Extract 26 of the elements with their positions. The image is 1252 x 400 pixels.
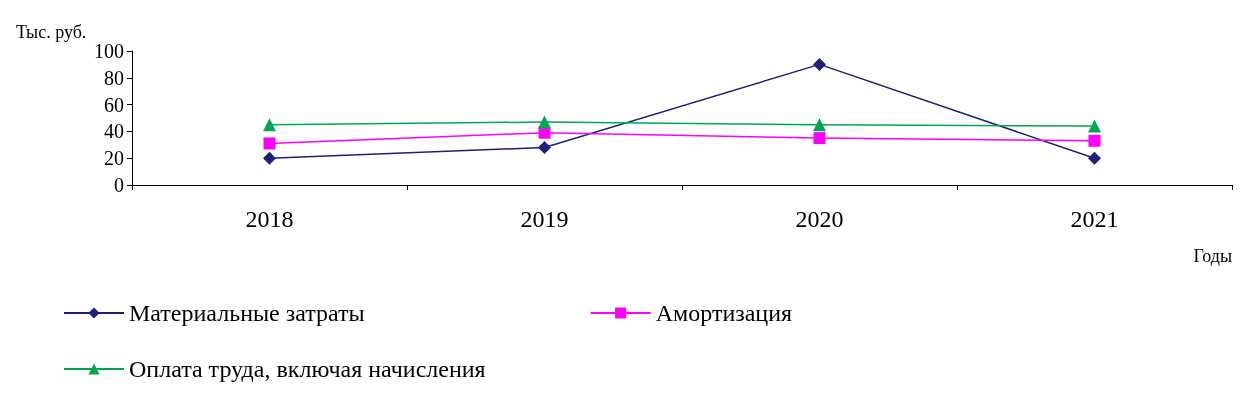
legend-label: Оплата труда, включая начисления [129, 356, 486, 382]
point [813, 118, 826, 132]
legend-label: Амортизация [655, 300, 793, 326]
point [263, 151, 276, 165]
point [1088, 134, 1101, 147]
point [263, 118, 276, 132]
y-tick-label: 60 [104, 93, 124, 116]
point [1088, 151, 1101, 165]
x-axis-title: Годы [1193, 246, 1232, 266]
x-tick-label: 2019 [520, 206, 569, 232]
point [813, 57, 826, 71]
y-tick-label: 20 [104, 147, 124, 170]
y-axis-title: Тыс. руб. [16, 22, 87, 43]
point [1088, 119, 1101, 133]
x-tick-label: 2020 [795, 206, 844, 232]
point [263, 137, 276, 150]
y-tick-label: 100 [94, 40, 124, 62]
x-tick-label: 2021 [1070, 206, 1119, 232]
y-tick-label: 80 [104, 66, 124, 89]
point [813, 132, 826, 145]
y-tick-label: 40 [104, 120, 124, 143]
legend-label: Материальные затраты [129, 300, 365, 326]
point [538, 140, 551, 154]
y-tick-label: 0 [114, 174, 124, 196]
point [538, 115, 551, 129]
x-tick-label: 2018 [245, 206, 294, 232]
